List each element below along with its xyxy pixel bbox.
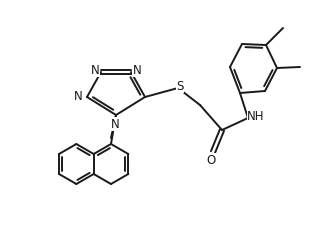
Text: N: N (111, 118, 119, 130)
Text: N: N (133, 64, 141, 76)
Text: NH: NH (247, 110, 265, 124)
Text: O: O (206, 154, 216, 166)
Text: S: S (176, 80, 184, 92)
Text: N: N (91, 64, 100, 76)
Text: N: N (74, 90, 82, 104)
